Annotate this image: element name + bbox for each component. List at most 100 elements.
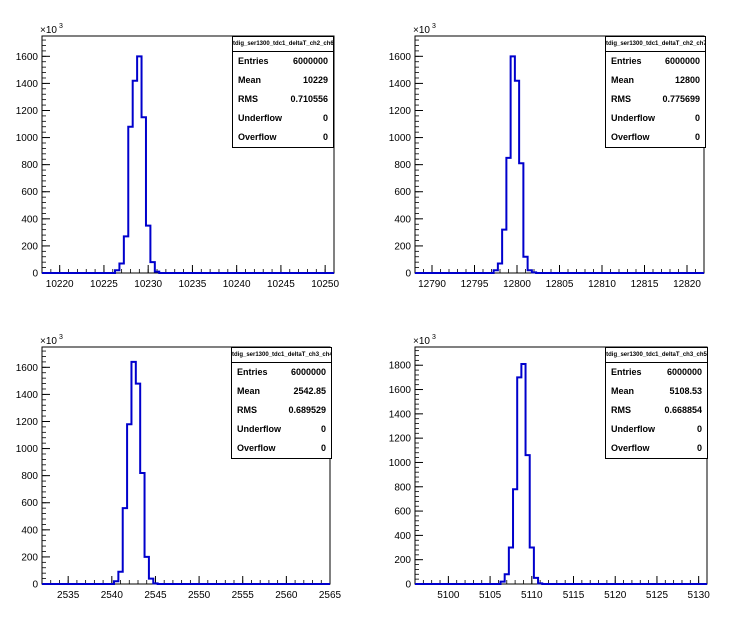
stat-row: Underflow 0 bbox=[606, 109, 705, 128]
y-exponent-label: ×10 bbox=[40, 336, 57, 347]
stat-box-3: tdig_ser1300_tdc1_deltaT_ch3_ch4 Entries 6… bbox=[231, 347, 332, 459]
stat-value: 0 bbox=[696, 424, 702, 434]
y-tick-label: 800 bbox=[21, 471, 38, 482]
y-tick-label: 200 bbox=[21, 552, 38, 563]
x-tick-label: 10240 bbox=[223, 279, 251, 290]
histogram-series-3 bbox=[42, 360, 330, 585]
y-tick-label: 1000 bbox=[389, 458, 412, 469]
stat-row: RMS 0.775699 bbox=[606, 90, 705, 109]
stat-value: 0 bbox=[320, 424, 326, 434]
stat-row: Entries 6000000 bbox=[233, 52, 333, 71]
stat-row: Mean 10229 bbox=[233, 71, 333, 90]
y-exponent-power: 3 bbox=[59, 334, 63, 341]
stat-label: Overflow bbox=[611, 132, 650, 142]
stat-value: 5108.53 bbox=[669, 386, 702, 396]
stat-label: RMS bbox=[611, 94, 631, 104]
x-tick-label: 10225 bbox=[90, 279, 118, 290]
y-tick-label: 400 bbox=[394, 214, 411, 225]
y-tick-label: 1200 bbox=[16, 106, 39, 117]
stat-row: Mean 5108.53 bbox=[606, 382, 707, 401]
y-tick-label: 0 bbox=[405, 580, 411, 591]
y-tick-label: 800 bbox=[394, 160, 411, 171]
stat-label: Entries bbox=[611, 56, 642, 66]
histogram-series-2 bbox=[415, 55, 704, 274]
stat-row: RMS 0.668854 bbox=[606, 401, 707, 420]
x-tick-label: 5100 bbox=[437, 590, 460, 601]
x-tick-label: 2565 bbox=[319, 590, 342, 601]
stat-value: 0 bbox=[694, 132, 700, 142]
x-tick-label: 10245 bbox=[267, 279, 295, 290]
stat-row: Overflow 0 bbox=[606, 128, 705, 147]
y-tick-label: 800 bbox=[21, 160, 38, 171]
x-tick-label: 12790 bbox=[418, 279, 446, 290]
stat-label: Underflow bbox=[238, 113, 282, 123]
stat-box-title: tdig_ser1300_tdc1_deltaT_ch2_ch6 bbox=[233, 37, 333, 52]
x-tick-label: 5105 bbox=[479, 590, 502, 601]
y-exponent-power: 3 bbox=[432, 334, 436, 341]
stat-label: Mean bbox=[611, 386, 635, 396]
stat-label: Overflow bbox=[238, 132, 277, 142]
stat-label: RMS bbox=[237, 405, 257, 415]
y-tick-label: 600 bbox=[394, 187, 411, 198]
stat-value: 0 bbox=[322, 113, 328, 123]
x-tick-label: 12805 bbox=[546, 279, 574, 290]
stat-value: 10229 bbox=[302, 75, 328, 85]
x-tick-label: 5110 bbox=[521, 590, 543, 601]
stat-value: 0 bbox=[694, 113, 700, 123]
stat-row: RMS 0.710556 bbox=[233, 90, 333, 109]
stat-value: 6000000 bbox=[664, 56, 700, 66]
y-tick-label: 800 bbox=[394, 482, 411, 493]
y-tick-label: 1600 bbox=[389, 52, 412, 63]
x-tick-label: 5125 bbox=[646, 590, 669, 601]
y-tick-label: 400 bbox=[394, 531, 411, 542]
stat-box-title: tdig_ser1300_tdc1_deltaT_ch2_ch7 bbox=[606, 37, 705, 52]
y-tick-label: 200 bbox=[21, 241, 38, 252]
y-tick-label: 1000 bbox=[16, 444, 39, 455]
stat-value: 0.775699 bbox=[662, 94, 700, 104]
y-tick-label: 1400 bbox=[389, 409, 412, 420]
y-tick-label: 1800 bbox=[389, 361, 412, 372]
y-tick-label: 1600 bbox=[16, 52, 39, 63]
stat-row: Overflow 0 bbox=[233, 128, 333, 147]
y-tick-label: 1000 bbox=[389, 133, 412, 144]
stat-value: 0.668854 bbox=[664, 405, 702, 415]
y-tick-label: 200 bbox=[394, 555, 411, 566]
stat-label: Underflow bbox=[611, 424, 655, 434]
stat-box-title: tdig_ser1300_tdc1_deltaT_ch3_ch5 bbox=[606, 348, 707, 363]
x-tick-label: 10220 bbox=[46, 279, 74, 290]
stat-row: RMS 0.689529 bbox=[232, 401, 331, 420]
y-tick-label: 1600 bbox=[389, 385, 412, 396]
stat-row: Mean 2542.85 bbox=[232, 382, 331, 401]
stat-value: 0.710556 bbox=[290, 94, 328, 104]
y-tick-label: 1200 bbox=[389, 434, 412, 445]
x-tick-label: 2540 bbox=[101, 590, 124, 601]
stat-row: Underflow 0 bbox=[232, 420, 331, 439]
y-tick-label: 600 bbox=[21, 187, 38, 198]
x-tick-label: 10230 bbox=[134, 279, 162, 290]
y-tick-label: 1600 bbox=[16, 363, 39, 374]
y-tick-label: 400 bbox=[21, 214, 38, 225]
y-tick-label: 200 bbox=[394, 241, 411, 252]
stat-row: Entries 6000000 bbox=[606, 363, 707, 382]
y-tick-label: 1000 bbox=[16, 133, 39, 144]
stat-box-title: tdig_ser1300_tdc1_deltaT_ch3_ch4 bbox=[232, 348, 331, 363]
stat-label: Overflow bbox=[237, 443, 276, 453]
stat-row: Mean 12800 bbox=[606, 71, 705, 90]
stat-value: 0.689529 bbox=[288, 405, 326, 415]
y-tick-label: 600 bbox=[394, 507, 411, 518]
y-tick-label: 0 bbox=[32, 269, 38, 280]
stat-box-2: tdig_ser1300_tdc1_deltaT_ch2_ch7 Entries 6… bbox=[605, 36, 706, 148]
x-tick-label: 5120 bbox=[604, 590, 627, 601]
stat-box-1: tdig_ser1300_tdc1_deltaT_ch2_ch6 Entries 6… bbox=[232, 36, 334, 148]
stat-label: Mean bbox=[237, 386, 261, 396]
histogram-series-1 bbox=[42, 55, 334, 274]
x-tick-label: 5115 bbox=[563, 590, 585, 601]
stat-label: RMS bbox=[238, 94, 258, 104]
stat-box-4: tdig_ser1300_tdc1_deltaT_ch3_ch5 Entries 6… bbox=[605, 347, 708, 459]
y-tick-label: 1200 bbox=[389, 106, 412, 117]
stat-label: Underflow bbox=[237, 424, 281, 434]
stat-value: 6000000 bbox=[290, 367, 326, 377]
y-exponent-power: 3 bbox=[59, 23, 63, 30]
stat-row: Entries 6000000 bbox=[232, 363, 331, 382]
